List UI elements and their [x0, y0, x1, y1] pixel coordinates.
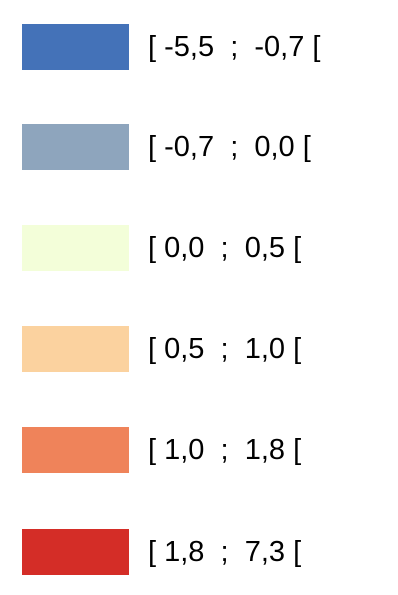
legend-swatch-2 [22, 124, 129, 170]
legend-item-4: [ 0,5 ; 1,0 [ [0, 326, 398, 372]
legend-item-1: [ -5,5 ; -0,7 [ [0, 24, 398, 70]
legend-item-3: [ 0,0 ; 0,5 [ [0, 225, 398, 271]
legend-swatch-1 [22, 24, 129, 70]
legend-swatch-6 [22, 529, 129, 575]
legend-label-2: [ -0,7 ; 0,0 [ [148, 131, 311, 163]
legend-swatch-4 [22, 326, 129, 372]
legend-label-3: [ 0,0 ; 0,5 [ [148, 232, 302, 264]
legend-label-6: [ 1,8 ; 7,3 [ [148, 536, 302, 568]
legend-swatch-3 [22, 225, 129, 271]
legend-label-5: [ 1,0 ; 1,8 [ [148, 434, 302, 466]
legend-item-5: [ 1,0 ; 1,8 [ [0, 427, 398, 473]
legend-label-4: [ 0,5 ; 1,0 [ [148, 333, 302, 365]
legend-item-6: [ 1,8 ; 7,3 [ [0, 529, 398, 575]
legend-item-2: [ -0,7 ; 0,0 [ [0, 124, 398, 170]
legend-label-1: [ -5,5 ; -0,7 [ [148, 31, 321, 63]
legend-swatch-5 [22, 427, 129, 473]
